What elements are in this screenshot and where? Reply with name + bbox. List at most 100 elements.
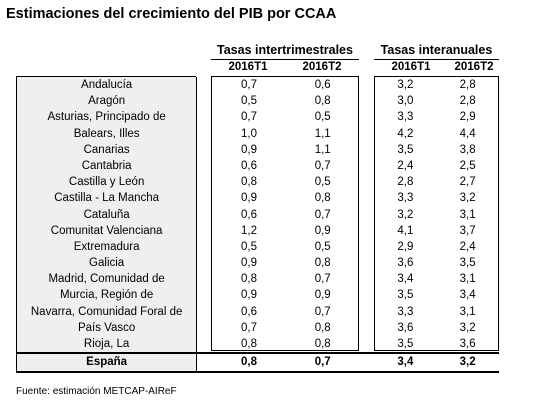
spacer: [360, 336, 375, 352]
table-cell: 3,6: [459, 338, 476, 350]
spacer: [360, 271, 375, 287]
table-cell: 1,1: [314, 127, 331, 140]
table-cell: 3,4: [397, 356, 414, 368]
region-name: Murcia, Región de: [16, 287, 198, 304]
table-row: Castilla y León 0,8 0,5 2,8 2,7: [16, 174, 499, 191]
spacer: [197, 142, 212, 158]
table-cell: 2,4: [459, 240, 476, 253]
table-cell: 0,7: [314, 208, 331, 221]
table-cell: 2,9: [397, 240, 414, 253]
table-cell: 0,7: [241, 111, 258, 124]
table-cell: 0,9: [314, 224, 331, 237]
table-cell: 3,2: [397, 79, 414, 91]
table-cell: 3,3: [397, 111, 414, 124]
spacer: [360, 304, 375, 320]
spacer: [197, 320, 212, 336]
spacer: [360, 239, 375, 255]
table-cell: 3,1: [459, 305, 476, 318]
table-cell: 0,5: [314, 240, 331, 253]
table-cell: 1,0: [241, 127, 258, 140]
column-header: 2016T1: [391, 61, 431, 73]
page-title: Estimaciones del crecimiento del PIB por…: [6, 6, 337, 22]
table-cell: 3,4: [397, 273, 414, 286]
table-cell: 3,8: [459, 143, 476, 156]
table-cell: 4,1: [397, 224, 414, 237]
spacer: [197, 287, 212, 303]
spacer: [360, 190, 375, 206]
spacer: [360, 142, 375, 158]
table-cell: 0,8: [314, 321, 331, 334]
table-row: Madrid, Comunidad de 0,8 0,7 3,4 3,1: [16, 271, 499, 288]
column-header: 2016T2: [302, 61, 342, 73]
table-row: Navarra, Comunidad Foral de 0,6 0,7 3,3 3,1: [16, 303, 499, 320]
table-row: Asturias, Principado de 0,7 0,5 3,3 2,9: [16, 109, 499, 126]
region-name: País Vasco: [16, 319, 198, 336]
table-cell: 2,8: [459, 95, 476, 108]
table-cell: 3,0: [397, 95, 414, 108]
table-cell: 0,6: [241, 159, 258, 172]
table-cell: 0,9: [314, 289, 331, 302]
table-cell: 3,5: [397, 143, 414, 156]
region-name: Cantabria: [16, 157, 198, 175]
group-header-interanual: Tasas interanuales: [374, 42, 499, 60]
spacer: [360, 320, 375, 336]
table-cell: 3,3: [397, 192, 414, 205]
spacer: [360, 174, 375, 190]
table-cell: 0,8: [314, 95, 331, 108]
table-cell: 0,7: [314, 159, 331, 172]
spacer: [197, 109, 212, 125]
spacer: [360, 287, 375, 303]
spacer: [360, 77, 375, 93]
table-cell: 2,8: [397, 176, 414, 189]
table-cell: 3,1: [459, 273, 476, 286]
region-name: Aragón: [16, 93, 198, 110]
spacer: [197, 93, 212, 109]
table-cell: 2,4: [397, 159, 414, 172]
spacer: [197, 336, 212, 352]
spacer: [197, 126, 212, 142]
table-row: Murcia, Región de 0,9 0,9 3,5 3,4: [16, 287, 499, 304]
table-cell: 0,8: [314, 338, 331, 350]
table-row: Castilla - La Mancha 0,9 0,8 3,3 3,2: [16, 190, 499, 207]
region-name: Galicia: [16, 255, 198, 272]
spacer: [360, 158, 375, 174]
spacer: [197, 207, 212, 223]
table-cell: 3,6: [397, 321, 414, 334]
region-name: Castilla y León: [16, 174, 198, 191]
table-cell: 0,5: [314, 176, 331, 189]
table-cell: 3,4: [459, 289, 476, 302]
region-name: Andalucía: [16, 77, 198, 94]
table-cell: 0,7: [241, 79, 258, 91]
total-row: España 0,8 0,7 3,4 3,2: [16, 352, 499, 373]
table-row: Canarias 0,9 1,1 3,5 3,8: [16, 141, 499, 158]
table-cell: 0,8: [241, 338, 258, 350]
table-cell: 3,7: [459, 224, 476, 237]
spacer: [197, 158, 212, 174]
region-name: Comunitat Valenciana: [16, 222, 198, 239]
table-cell: 3,6: [397, 257, 414, 270]
table-cell: 3,5: [459, 257, 476, 270]
table-row: Comunitat Valenciana 1,2 0,9 4,1 3,7: [16, 222, 499, 239]
source-note: Fuente: estimación METCAP-AIReF: [16, 386, 177, 397]
table-cell: 0,5: [241, 240, 258, 253]
table-row: País Vasco 0,7 0,8 3,6 3,2: [16, 319, 499, 336]
table-cell: 4,2: [397, 127, 414, 140]
region-name: Castilla - La Mancha: [16, 190, 198, 207]
table-cell: 0,6: [241, 305, 258, 318]
table-cell: 3,2: [459, 192, 476, 205]
total-name: España: [16, 354, 198, 371]
spacer: [360, 109, 375, 125]
table-cell: 3,2: [459, 356, 476, 368]
spacer: [197, 271, 212, 287]
table-cell: 3,2: [397, 208, 414, 221]
spacer: [197, 255, 212, 271]
table-row: Cataluña 0,6 0,7 3,2 3,1: [16, 206, 499, 223]
spacer: [197, 239, 212, 255]
column-header: 2016T1: [228, 61, 268, 73]
table-cell: 0,8: [241, 176, 258, 189]
table-cell: 0,6: [314, 79, 331, 91]
spacer: [197, 77, 212, 93]
table-row: Balears, Illes 1,0 1,1 4,2 4,4: [16, 125, 499, 142]
spacer: [197, 190, 212, 206]
spacer: [360, 223, 375, 239]
